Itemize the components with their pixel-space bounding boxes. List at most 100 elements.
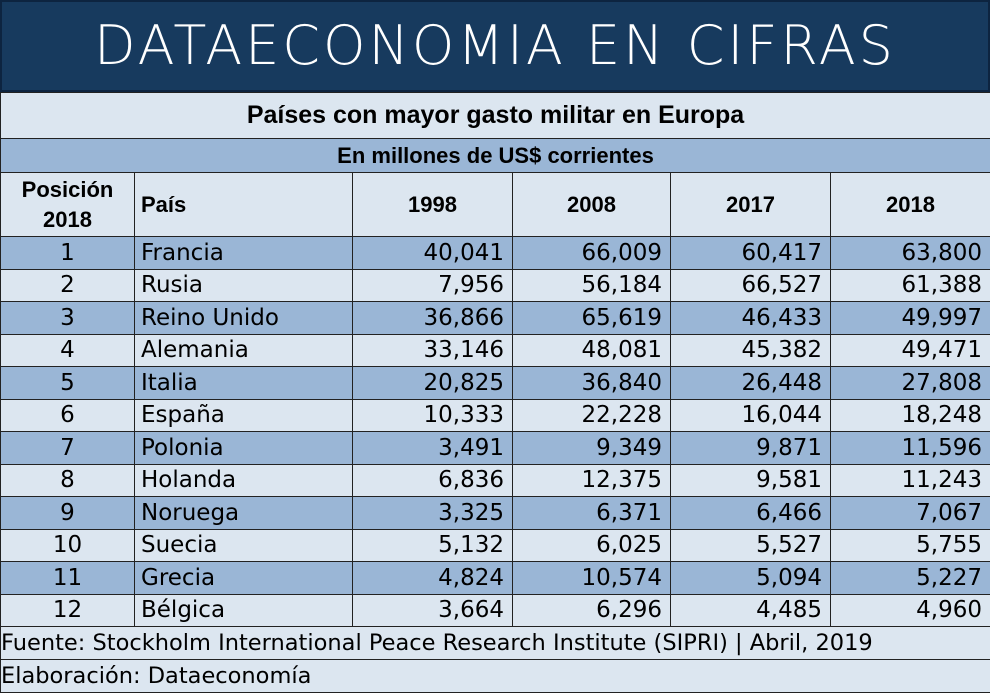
cell-position: 7	[0, 431, 135, 465]
cell-value: 5,132	[352, 528, 513, 562]
cell-value: 36,840	[512, 366, 671, 400]
table-credit: Elaboración: Dataeconomía	[0, 659, 990, 693]
table-row: 11 Grecia 4,824 10,574 5,094 5,227	[0, 561, 990, 595]
table-title: Países con mayor gasto militar en Europa	[0, 92, 990, 139]
cell-value: 49,997	[829, 301, 990, 335]
cell-value: 10,333	[352, 398, 513, 432]
cell-value: 5,227	[829, 561, 990, 595]
table-source-row: Fuente: Stockholm International Peace Re…	[0, 626, 990, 660]
cell-value: 66,527	[670, 268, 831, 302]
table-row: 2 Rusia 7,956 56,184 66,527 61,388	[0, 268, 990, 302]
cell-value: 6,836	[352, 463, 513, 497]
table-row: 10 Suecia 5,132 6,025 5,527 5,755	[0, 528, 990, 562]
cell-value: 63,800	[829, 236, 990, 270]
column-header-row: Posición 2018 País 1998 2008 2017 2018	[0, 172, 990, 237]
banner: DATAECONOMIA EN CIFRAS	[0, 0, 990, 92]
cell-position: 6	[0, 398, 135, 432]
cell-position: 5	[0, 366, 135, 400]
cell-country: España	[134, 398, 353, 432]
cell-position: 3	[0, 301, 135, 335]
cell-value: 5,527	[670, 528, 831, 562]
col-header-year: 2018	[829, 172, 990, 237]
table-row: 7 Polonia 3,491 9,349 9,871 11,596	[0, 431, 990, 465]
cell-value: 11,243	[829, 463, 990, 497]
table-row: 9 Noruega 3,325 6,371 6,466 7,067	[0, 496, 990, 530]
data-table: Países con mayor gasto militar en Europa…	[0, 92, 990, 693]
cell-value: 36,866	[352, 301, 513, 335]
table-row: 1 Francia 40,041 66,009 60,417 63,800	[0, 236, 990, 270]
cell-country: Rusia	[134, 268, 353, 302]
cell-value: 4,960	[829, 593, 990, 627]
cell-position: 8	[0, 463, 135, 497]
cell-value: 9,871	[670, 431, 831, 465]
cell-value: 20,825	[352, 366, 513, 400]
cell-country: Reino Unido	[134, 301, 353, 335]
cell-value: 6,296	[512, 593, 671, 627]
cell-value: 6,371	[512, 496, 671, 530]
cell-value: 7,956	[352, 268, 513, 302]
table-units: En millones de US$ corrientes	[0, 138, 990, 173]
cell-value: 18,248	[829, 398, 990, 432]
cell-value: 49,471	[829, 333, 990, 367]
cell-country: Alemania	[134, 333, 353, 367]
cell-country: Suecia	[134, 528, 353, 562]
table-source: Fuente: Stockholm International Peace Re…	[0, 626, 990, 660]
table-row: 6 España 10,333 22,228 16,044 18,248	[0, 398, 990, 432]
table-row: 4 Alemania 33,146 48,081 45,382 49,471	[0, 333, 990, 367]
cell-country: Polonia	[134, 431, 353, 465]
table-units-row: En millones de US$ corrientes	[0, 138, 990, 173]
col-header-year: 1998	[352, 172, 513, 237]
cell-value: 33,146	[352, 333, 513, 367]
cell-value: 10,574	[512, 561, 671, 595]
cell-value: 61,388	[829, 268, 990, 302]
table-row: 3 Reino Unido 36,866 65,619 46,433 49,997	[0, 301, 990, 335]
cell-value: 27,808	[829, 366, 990, 400]
cell-position: 9	[0, 496, 135, 530]
cell-country: Noruega	[134, 496, 353, 530]
col-header-position: Posición 2018	[0, 172, 135, 237]
cell-position: 11	[0, 561, 135, 595]
cell-value: 65,619	[512, 301, 671, 335]
cell-value: 22,228	[512, 398, 671, 432]
table-row: 5 Italia 20,825 36,840 26,448 27,808	[0, 366, 990, 400]
cell-position: 1	[0, 236, 135, 270]
cell-country: Italia	[134, 366, 353, 400]
cell-value: 26,448	[670, 366, 831, 400]
cell-value: 66,009	[512, 236, 671, 270]
col-header-year: 2017	[670, 172, 831, 237]
cell-value: 16,044	[670, 398, 831, 432]
cell-value: 9,581	[670, 463, 831, 497]
cell-value: 9,349	[512, 431, 671, 465]
cell-position: 4	[0, 333, 135, 367]
cell-value: 6,025	[512, 528, 671, 562]
cell-value: 60,417	[670, 236, 831, 270]
cell-value: 40,041	[352, 236, 513, 270]
cell-country: Francia	[134, 236, 353, 270]
cell-country: Holanda	[134, 463, 353, 497]
cell-value: 6,466	[670, 496, 831, 530]
cell-position: 10	[0, 528, 135, 562]
banner-title: DATAECONOMIA EN CIFRAS	[94, 14, 896, 77]
cell-position: 2	[0, 268, 135, 302]
table-row: 8 Holanda 6,836 12,375 9,581 11,243	[0, 463, 990, 497]
cell-value: 56,184	[512, 268, 671, 302]
cell-value: 5,755	[829, 528, 990, 562]
cell-value: 7,067	[829, 496, 990, 530]
table-credit-row: Elaboración: Dataeconomía	[0, 659, 990, 693]
cell-value: 12,375	[512, 463, 671, 497]
cell-value: 5,094	[670, 561, 831, 595]
cell-value: 4,485	[670, 593, 831, 627]
table-title-row: Países con mayor gasto militar en Europa	[0, 92, 990, 139]
table-row: 12 Bélgica 3,664 6,296 4,485 4,960	[0, 593, 990, 627]
cell-value: 3,664	[352, 593, 513, 627]
col-header-country: País	[134, 172, 353, 237]
cell-value: 11,596	[829, 431, 990, 465]
cell-country: Grecia	[134, 561, 353, 595]
cell-country: Bélgica	[134, 593, 353, 627]
cell-value: 46,433	[670, 301, 831, 335]
cell-value: 3,491	[352, 431, 513, 465]
cell-value: 48,081	[512, 333, 671, 367]
cell-position: 12	[0, 593, 135, 627]
cell-value: 4,824	[352, 561, 513, 595]
